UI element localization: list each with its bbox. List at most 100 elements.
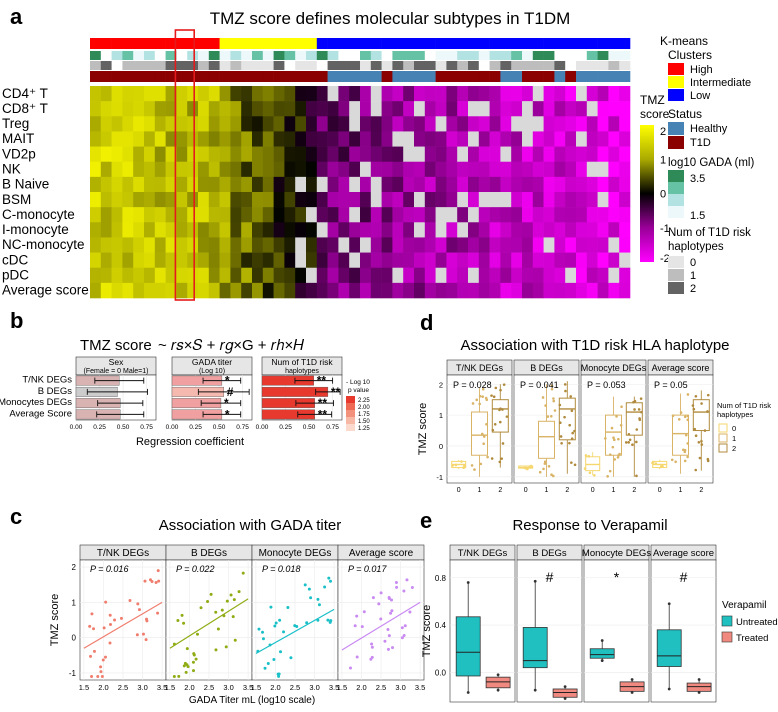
heatmap-cell [576, 282, 588, 299]
scatter-point [328, 620, 332, 624]
heatmap-cell [316, 237, 328, 253]
status-legend-label: Healthy [690, 123, 728, 135]
heatmap-cell [133, 207, 145, 223]
gada-annotation-cell [381, 51, 393, 60]
scatter-point [136, 602, 140, 606]
heatmap-cell [284, 237, 296, 253]
box-point [481, 395, 485, 398]
scatter-point [348, 666, 352, 670]
heatmap-cell [360, 86, 372, 102]
scatter-point [389, 598, 393, 602]
gada-annotation-cell [403, 51, 415, 60]
heatmap-cell [252, 237, 264, 253]
heatmap-cell [273, 282, 285, 299]
heatmap-cell [349, 161, 361, 178]
heatmap-cell [187, 146, 199, 163]
box-point [588, 471, 592, 475]
heatmap-cell [176, 222, 188, 238]
scatter-point [257, 627, 261, 631]
heatmap-cell [219, 237, 231, 253]
scatter-point [370, 645, 374, 649]
heatmap-cell [608, 131, 620, 147]
heatmap-cell [198, 207, 210, 223]
heatmap-cell [489, 222, 501, 238]
heatmap-cell [208, 176, 220, 193]
heatmap-cell [424, 161, 436, 178]
kmeans-legend-swatch [668, 76, 684, 88]
heatmap-cell [478, 192, 490, 208]
heatmap-cell [273, 101, 285, 117]
heatmap-cell [122, 101, 134, 117]
facet-strip-title: Monocyte DEGs [259, 548, 332, 559]
heatmap-cell [284, 176, 296, 193]
pvalue-legend-label: 1.75 [358, 412, 370, 418]
box-point [624, 441, 628, 444]
haplotype-annotation-cell [381, 61, 393, 70]
heatmap-cell [241, 161, 253, 178]
y-tick-label: -1 [436, 473, 443, 482]
heatmap-cell [576, 131, 588, 147]
heatmap-cell [100, 282, 112, 299]
gada-annotation-cell [230, 51, 242, 60]
heatmap-cell [316, 161, 328, 178]
scatter-point [113, 618, 117, 622]
heatmap-cell [208, 207, 220, 223]
heatmap-cell [403, 237, 415, 253]
box-point [498, 460, 502, 464]
heatmap-cell [446, 146, 458, 163]
heatmap-cell [165, 86, 177, 102]
heatmap-cell [306, 116, 318, 132]
heatmap-cell [543, 176, 555, 193]
heatmap-cell [489, 192, 501, 208]
box-point [568, 423, 571, 427]
heatmap-cell [597, 131, 609, 147]
pvalue-legend-swatch [346, 396, 355, 403]
box-point [478, 402, 481, 406]
heatmap-cell [532, 252, 544, 269]
y-tick-label: 0 [72, 634, 77, 643]
pvalue-legend-swatch [346, 410, 355, 417]
heatmap-cell [241, 101, 253, 117]
heatmap-cell [414, 192, 426, 208]
heatmap-cell [122, 146, 134, 163]
gada-legend-tick: 1.5 [690, 210, 705, 222]
p-value-label: P = 0.028 [453, 380, 492, 390]
scatter-point [279, 650, 283, 654]
haplotype-annotation-cell [511, 61, 523, 70]
heatmap-cell [144, 161, 156, 178]
heatmap-cell [446, 207, 458, 223]
y-axis-label: TMZ score [421, 605, 433, 658]
scatter-point [232, 598, 236, 602]
box-point [547, 465, 551, 468]
status-annotation-cell [500, 71, 512, 82]
box-point [618, 452, 621, 456]
heatmap-cell [597, 192, 609, 208]
scatter-point [109, 622, 113, 626]
scatter-point [103, 655, 107, 659]
scatter-point [371, 596, 375, 600]
box-point [475, 398, 479, 402]
gada-annotation-cell [338, 51, 350, 60]
heatmap-cell [360, 222, 372, 238]
facet-strip-title: B DEGs [532, 548, 567, 559]
heatmap-cell [284, 207, 296, 223]
heatmap-cell [241, 267, 253, 284]
box-point [627, 441, 630, 444]
cluster-bar-cell [424, 38, 436, 49]
heatmap-cell [586, 176, 598, 193]
heatmap-cell [154, 282, 166, 299]
heatmap-cell [457, 86, 469, 102]
heatmap-cell [500, 116, 512, 132]
heatmap-cell [500, 176, 512, 193]
heatmap-cell [435, 252, 447, 269]
heatmap-cell [198, 267, 210, 284]
heatmap-cell [208, 192, 220, 208]
heatmap-cell [543, 207, 555, 223]
facet-strip-title: T/NK DEGs [458, 548, 508, 559]
haplotype-annotation-cell [608, 61, 620, 70]
gada-annotation-cell [133, 51, 145, 60]
heatmap-cell [370, 237, 382, 253]
haplo-legend-swatch [668, 256, 684, 268]
scatter-point [400, 626, 404, 630]
heatmap-cell [154, 86, 166, 102]
